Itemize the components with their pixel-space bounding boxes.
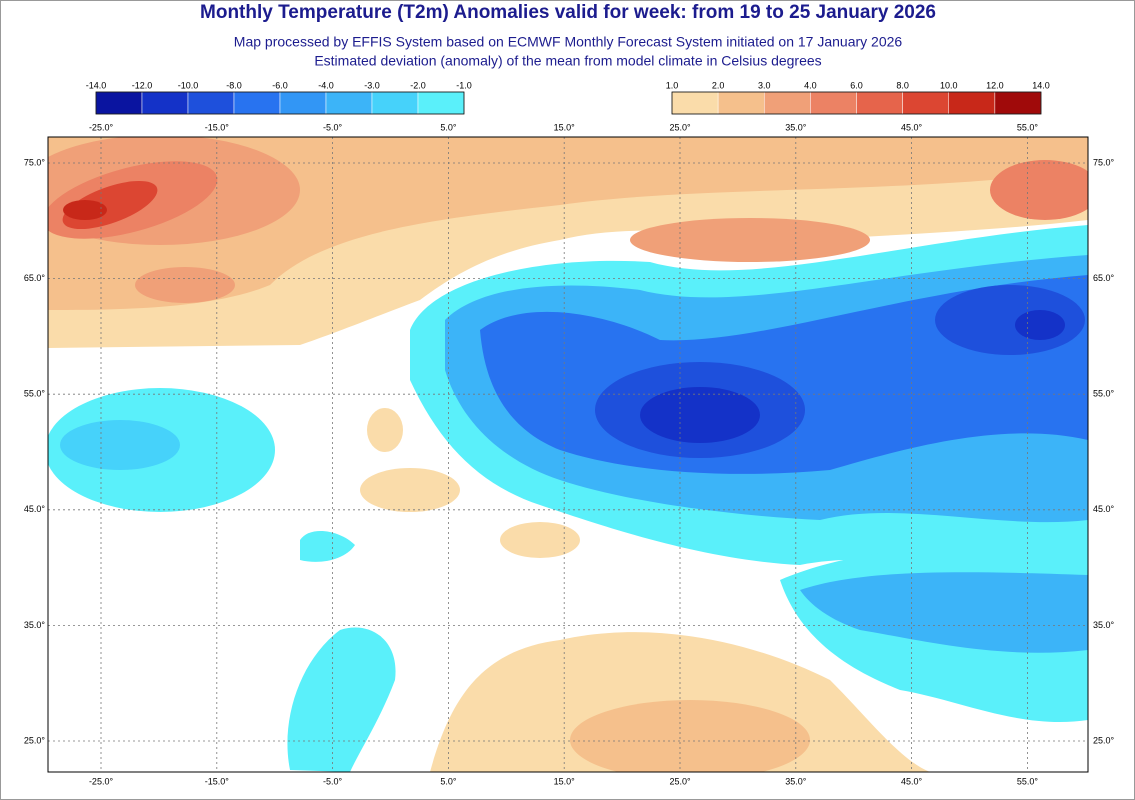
legend-swatch bbox=[717, 91, 765, 115]
legend-swatch bbox=[810, 91, 857, 115]
lon-label-bottom: -15.0° bbox=[205, 776, 230, 786]
legend-swatch bbox=[95, 91, 143, 115]
legends: -14.0 -12.0 -10.0 -8.0 -6.0 -4.0 -3.0 -2.0 -1.0 1… bbox=[86, 80, 1050, 115]
lon-label-top: -5.0° bbox=[323, 122, 343, 132]
legend-label: 3.0 bbox=[758, 80, 771, 90]
lon-label-bottom: -25.0° bbox=[89, 776, 114, 786]
legend-swatch bbox=[187, 91, 235, 115]
legend-label: 2.0 bbox=[712, 80, 725, 90]
lat-label-left: 45.0° bbox=[24, 504, 46, 514]
lat-label-right: 45.0° bbox=[1093, 504, 1115, 514]
legend-label: -3.0 bbox=[364, 80, 380, 90]
legend-label: 12.0 bbox=[986, 80, 1004, 90]
legend-label: -10.0 bbox=[178, 80, 199, 90]
lon-label-top: 15.0° bbox=[554, 122, 576, 132]
legend-label: 4.0 bbox=[804, 80, 817, 90]
lon-label-bottom: 45.0° bbox=[901, 776, 923, 786]
legend-swatch bbox=[279, 91, 327, 115]
lon-label-bottom: 5.0° bbox=[440, 776, 457, 786]
title: Monthly Temperature (T2m) Anomalies vali… bbox=[200, 2, 936, 23]
legend-swatch bbox=[948, 91, 996, 115]
lat-label-left: 75.0° bbox=[24, 157, 46, 167]
lon-label-bottom: 55.0° bbox=[1017, 776, 1039, 786]
map: -25.0° -15.0° -5.0° 5.0° 15.0° 25.0° 35.0° 45.0… bbox=[24, 122, 1115, 786]
lon-label-bottom: 15.0° bbox=[554, 776, 576, 786]
legend-swatch bbox=[902, 91, 949, 115]
lon-label-top: 45.0° bbox=[901, 122, 923, 132]
note: Estimated deviation (anomaly) of the mea… bbox=[314, 53, 821, 69]
lat-label-right: 25.0° bbox=[1093, 735, 1115, 745]
legend-frame bbox=[671, 91, 1042, 115]
legend-label: 8.0 bbox=[896, 80, 909, 90]
lat-label-right: 35.0° bbox=[1093, 620, 1115, 630]
legend-swatch bbox=[141, 91, 189, 115]
legend-swatch bbox=[371, 91, 419, 115]
legend-swatch bbox=[856, 91, 903, 115]
lat-label-left: 65.0° bbox=[24, 273, 46, 283]
legend-label: 6.0 bbox=[850, 80, 863, 90]
legend-label: -6.0 bbox=[272, 80, 288, 90]
legend-swatch bbox=[417, 91, 465, 115]
lat-label-right: 55.0° bbox=[1093, 389, 1115, 399]
legend-swatch bbox=[233, 91, 281, 115]
lon-label-top: 55.0° bbox=[1017, 122, 1039, 132]
anomaly-field bbox=[48, 137, 1088, 772]
lon-label-top: 5.0° bbox=[440, 122, 457, 132]
lon-label-top: 25.0° bbox=[669, 122, 691, 132]
legend-swatch bbox=[325, 91, 373, 115]
legend-label: -14.0 bbox=[86, 80, 107, 90]
subtitle: Map processed by EFFIS System based on E… bbox=[234, 34, 903, 50]
lon-label-bottom: -5.0° bbox=[323, 776, 343, 786]
lon-label-top: 35.0° bbox=[785, 122, 807, 132]
lat-label-left: 25.0° bbox=[24, 735, 46, 745]
legend-swatch bbox=[671, 91, 719, 115]
map-frame bbox=[47, 136, 1089, 773]
lon-label-top: -15.0° bbox=[205, 122, 230, 132]
legend-label: -4.0 bbox=[318, 80, 334, 90]
legend-swatch bbox=[994, 91, 1042, 115]
lat-label-right: 75.0° bbox=[1093, 157, 1115, 167]
legend-label: -8.0 bbox=[226, 80, 242, 90]
legend-label: 1.0 bbox=[666, 80, 679, 90]
legend-label: -2.0 bbox=[410, 80, 426, 90]
lat-label-right: 65.0° bbox=[1093, 273, 1115, 283]
legend-swatch bbox=[764, 91, 811, 115]
legend-label: -1.0 bbox=[456, 80, 472, 90]
lon-label-bottom: 25.0° bbox=[669, 776, 691, 786]
graticule: -25.0° -15.0° -5.0° 5.0° 15.0° 25.0° 35.0° 45.0… bbox=[24, 122, 1115, 786]
legend-label: 10.0 bbox=[940, 80, 958, 90]
legend-frame bbox=[95, 91, 465, 115]
lon-label-bottom: 35.0° bbox=[785, 776, 807, 786]
legend-label: 14.0 bbox=[1032, 80, 1050, 90]
legend-label: -12.0 bbox=[132, 80, 153, 90]
lon-label-top: -25.0° bbox=[89, 122, 114, 132]
lat-label-left: 55.0° bbox=[24, 389, 46, 399]
lat-label-left: 35.0° bbox=[24, 620, 46, 630]
